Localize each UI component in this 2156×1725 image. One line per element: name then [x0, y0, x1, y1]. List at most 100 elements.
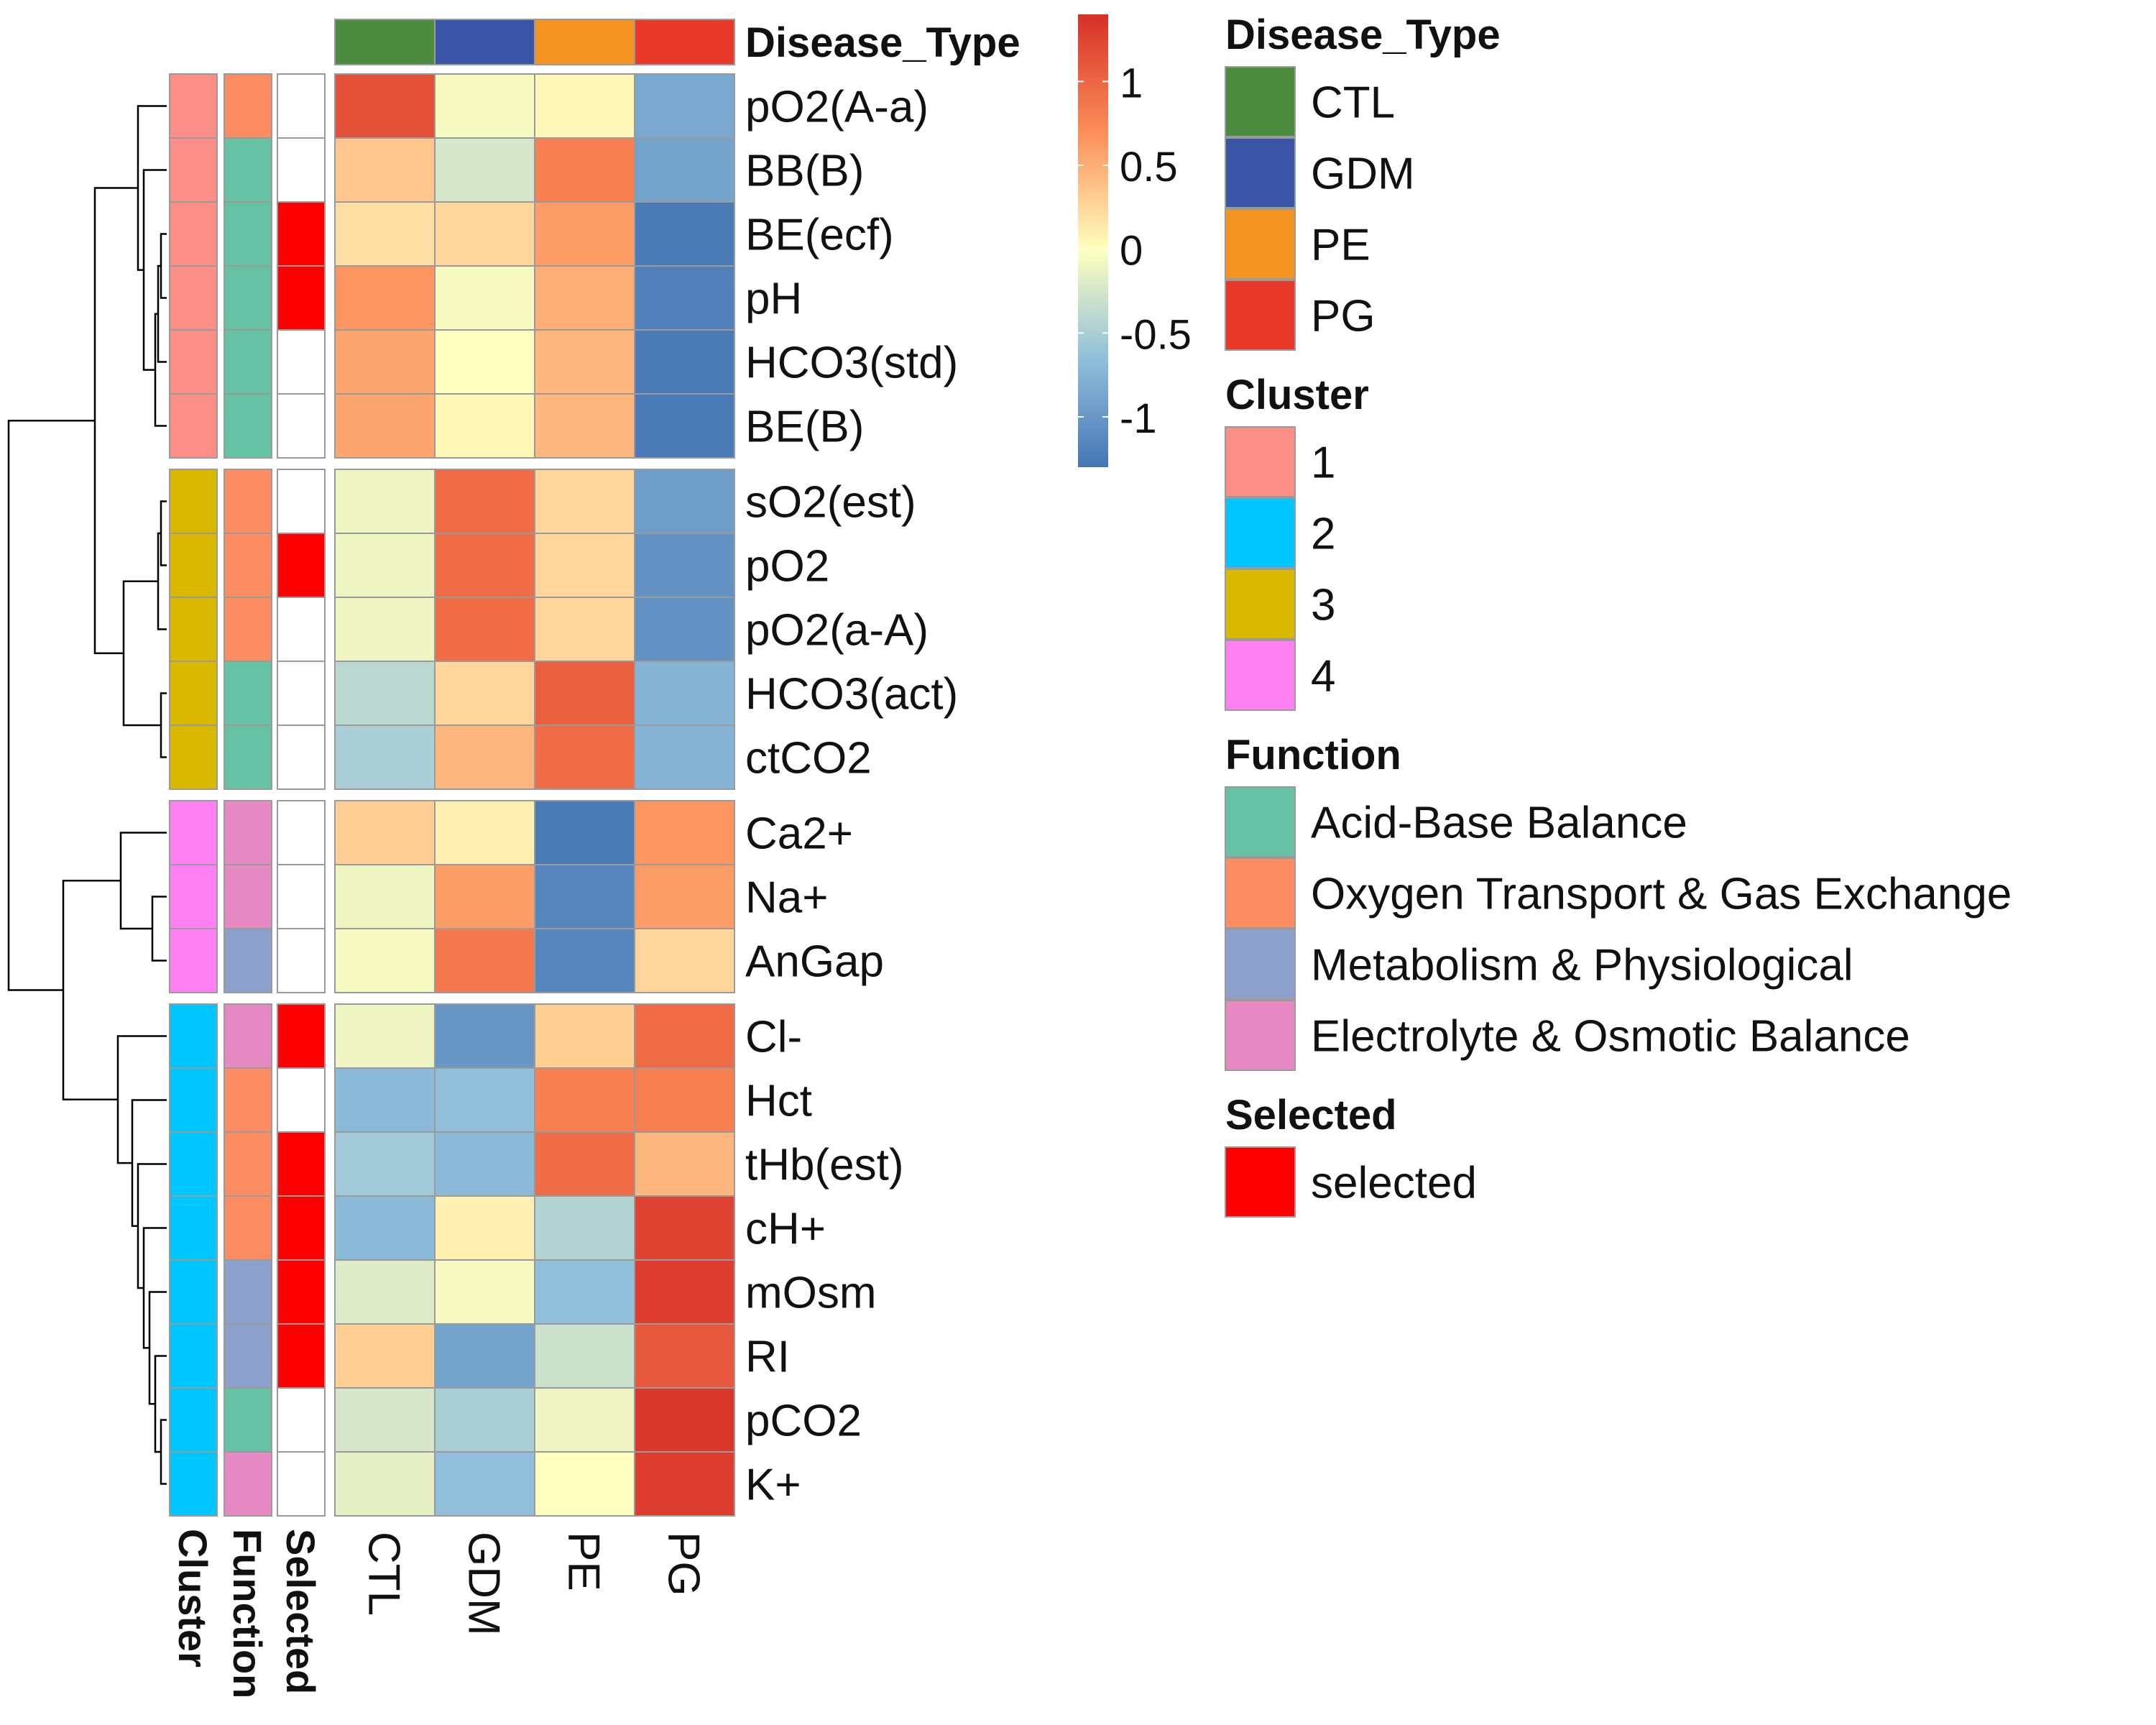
heatmap-cells: [334, 73, 735, 1517]
dendrogram-branch: [160, 500, 167, 566]
row-annotation-cell: [277, 1067, 326, 1133]
column-label: CTL: [359, 1532, 409, 1616]
heatmap-cell: [534, 201, 635, 267]
legend-swatch: [1225, 1000, 1296, 1071]
legend-swatch: [1225, 497, 1296, 569]
row-annotation-cell: [224, 265, 272, 331]
row-annotation-label: Cluster: [170, 1529, 216, 1668]
heatmap-cell: [534, 329, 635, 395]
heatmap-cell: [534, 1131, 635, 1197]
row-label: sO2(est): [745, 478, 916, 528]
heatmap-cell: [534, 1067, 635, 1133]
row-annotation-cell: [169, 1387, 218, 1453]
disease-type-cell: [434, 19, 535, 65]
heatmap-cell: [434, 469, 535, 534]
heatmap-cell: [434, 864, 535, 929]
heatmap-cell: [434, 928, 535, 993]
row-dendrogram: [7, 105, 167, 1485]
heatmap-cell: [334, 1003, 436, 1069]
row-annotation-cell: [277, 469, 326, 534]
legend-item-label: 3: [1311, 581, 1335, 630]
row-label: Cl-: [745, 1013, 802, 1062]
heatmap-cell: [634, 137, 735, 203]
row-annotation-cell: [277, 800, 326, 865]
row-label: pCO2: [745, 1397, 862, 1446]
row-label: cH+: [745, 1205, 826, 1254]
row-annotation-cell: [224, 1067, 272, 1133]
heatmap-cell: [334, 597, 436, 662]
heatmap-cell: [634, 1067, 735, 1133]
heatmap-cell: [334, 1131, 436, 1197]
legend-item-label: 2: [1311, 510, 1335, 559]
disease-type-cell: [334, 19, 436, 65]
heatmap-cell: [534, 1195, 635, 1261]
row-label: Na+: [745, 873, 828, 923]
row-annotation-cell: [169, 1323, 218, 1389]
row-annotations: Cluster Function Selected: [169, 73, 326, 1698]
dendrogram-branch: [119, 832, 167, 930]
heatmap-cell: [334, 1387, 436, 1453]
heatmap-cell: [434, 1387, 535, 1453]
heatmap-cell: [634, 800, 735, 865]
row-label: BE(B): [745, 402, 864, 452]
row-label: tHb(est): [745, 1141, 903, 1190]
heatmap-cell: [334, 329, 436, 395]
heatmap-cell: [534, 1003, 635, 1069]
heatmap-cell: [334, 137, 436, 203]
heatmap-cell: [634, 201, 735, 267]
row-label: BB(B): [745, 147, 864, 196]
heatmap-cell: [334, 1195, 436, 1261]
disease-type-column-annotation: Disease_Type: [334, 19, 1021, 66]
legend-title: Disease_Type: [1225, 12, 1501, 58]
heatmap-cell: [334, 73, 436, 139]
heatmap-cell: [334, 928, 436, 993]
dendrogram-branch: [160, 1419, 167, 1485]
row-annotation-cell: [169, 201, 218, 267]
heatmap-cell: [334, 864, 436, 929]
row-label: pH: [745, 275, 802, 324]
row-annotation-cell: [224, 201, 272, 267]
row-annotation-cell: [169, 928, 218, 993]
heatmap-cell: [534, 864, 635, 929]
color-scale-tick-label: -0.5: [1120, 311, 1192, 358]
heatmap-cell: [634, 73, 735, 139]
row-annotation-label: Selected: [278, 1529, 323, 1694]
heatmap-cell: [334, 265, 436, 331]
legend-swatch: [1225, 66, 1296, 137]
row-annotation-cell: [277, 1387, 326, 1453]
heatmap-cell: [634, 1003, 735, 1069]
heatmap-cell: [634, 469, 735, 534]
color-scale-tick-label: 0: [1120, 228, 1143, 275]
heatmap-cell: [634, 1323, 735, 1389]
row-annotation-cell: [169, 1067, 218, 1133]
heatmap-cell: [434, 265, 535, 331]
row-annotation-cell: [224, 73, 272, 139]
dendrogram-branch: [154, 313, 167, 427]
legend-title: Cluster: [1225, 372, 1369, 418]
legend-title: Selected: [1225, 1092, 1397, 1138]
legend-swatch: [1225, 640, 1296, 711]
column-label: GDM: [459, 1532, 509, 1636]
row-annotation-label: Function: [225, 1529, 270, 1698]
row-annotation-cell: [224, 1003, 272, 1069]
legend-swatch: [1225, 786, 1296, 857]
row-annotation-cell: [224, 469, 272, 534]
heatmap-cell: [634, 597, 735, 662]
heatmap-cell: [634, 661, 735, 726]
dendrogram-branch: [160, 233, 167, 299]
row-annotation-cell: [169, 1259, 218, 1325]
row-annotation-cell: [169, 724, 218, 790]
row-label: ctCO2: [745, 734, 872, 783]
row-annotation-cell: [277, 1323, 326, 1389]
row-annotation-cell: [277, 1195, 326, 1261]
row-annotation-cell: [169, 73, 218, 139]
heatmap-cell: [534, 469, 635, 534]
row-annotation-cell: [224, 800, 272, 865]
row-annotation-cell: [277, 1259, 326, 1325]
heatmap-cell: [534, 597, 635, 662]
heatmap-cell: [534, 533, 635, 598]
column-labels: CTL GDM PE PG: [359, 1532, 709, 1636]
legend-item-label: 4: [1311, 652, 1335, 702]
heatmap-cell: [334, 393, 436, 459]
legend-item-label: Electrolyte & Osmotic Balance: [1311, 1012, 1910, 1062]
